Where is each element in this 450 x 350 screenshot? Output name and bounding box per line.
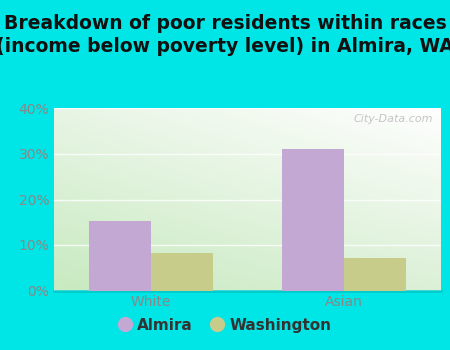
Text: City-Data.com: City-Data.com [354, 114, 433, 124]
Bar [344, 258, 406, 290]
Text: Breakdown of poor residents within races
(income below poverty level) in Almira,: Breakdown of poor residents within races… [0, 14, 450, 56]
Bar [89, 221, 151, 290]
Bar [282, 149, 344, 290]
Legend: Almira, Washington: Almira, Washington [112, 312, 338, 339]
Bar [151, 253, 213, 290]
